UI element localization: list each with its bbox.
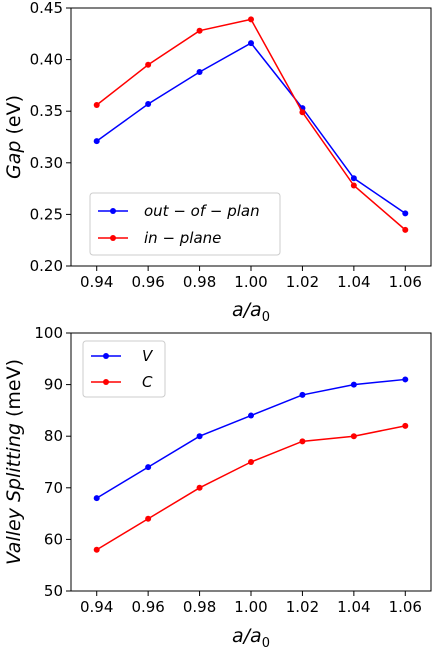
valley-series-0-point bbox=[93, 495, 100, 502]
gap-ytick-label: 0.35 bbox=[30, 102, 63, 120]
gap-ytick-label: 0.20 bbox=[30, 257, 63, 275]
gap-series-1-point bbox=[402, 226, 409, 233]
gap-xtick-label: 0.94 bbox=[80, 273, 113, 291]
valley-series-0-point bbox=[350, 381, 357, 388]
valley-legend-label-0: V bbox=[142, 347, 154, 365]
valley-legend: V C bbox=[82, 340, 166, 398]
gap-series-0-point bbox=[93, 138, 100, 145]
gap-xtick-label: 1.02 bbox=[286, 273, 319, 291]
valley-series-0-point bbox=[145, 464, 152, 471]
gap-series-0-point bbox=[350, 175, 357, 182]
valley-series-1-point bbox=[248, 459, 254, 465]
gap-series-1-point bbox=[93, 102, 100, 109]
valley-ytick-label: 70 bbox=[44, 479, 63, 497]
valley-series-1-point bbox=[196, 484, 203, 491]
gap-series-1-point bbox=[299, 109, 306, 116]
gap-chart: 0.94 0.96 0.98 1.00 1.02 1.04 1.06 0.20 0.25 0.3… bbox=[3, 0, 432, 325]
valley-xtick-label: 0.98 bbox=[183, 598, 216, 616]
valley-series-0-point bbox=[248, 412, 254, 419]
valley-series-1-point bbox=[93, 546, 100, 553]
valley-ytick-label: 50 bbox=[44, 582, 63, 600]
valley-ytick-label: 100 bbox=[34, 324, 63, 342]
gap-series-0-point bbox=[145, 100, 152, 107]
valley-xtick-label: 1.02 bbox=[286, 598, 319, 616]
valley-legend-label-1: C bbox=[142, 373, 153, 391]
valley-ylabel: Valley Splitting (meV) bbox=[3, 359, 25, 565]
gap-series-0-point bbox=[196, 68, 203, 75]
valley-series-1-point bbox=[350, 433, 357, 440]
valley-series-1-point bbox=[402, 422, 409, 429]
valley-xtick-label: 1.06 bbox=[389, 598, 422, 616]
valley-series-1-point bbox=[299, 438, 306, 445]
valley-xlabel: a/a0 bbox=[232, 625, 270, 650]
gap-legend: out − of − plan in − plane bbox=[89, 192, 281, 256]
valley-xtick-label: 1.00 bbox=[234, 598, 267, 616]
gap-ytick-label: 0.25 bbox=[30, 205, 63, 223]
gap-ytick-label: 0.30 bbox=[30, 154, 63, 172]
gap-xlabel: a/a0 bbox=[232, 299, 270, 325]
gap-legend-marker-0 bbox=[110, 208, 116, 214]
gap-xtick-label: 0.96 bbox=[131, 273, 164, 291]
gap-xtick-label: 1.06 bbox=[389, 273, 422, 291]
gap-series-1-point bbox=[248, 16, 254, 23]
valley-legend-box bbox=[82, 340, 166, 398]
gap-xtick-label: 1.00 bbox=[234, 273, 267, 291]
valley-legend-marker-0 bbox=[103, 353, 109, 359]
gap-legend-label-1: in − plane bbox=[144, 229, 221, 247]
valley-xtick-label: 0.94 bbox=[80, 598, 113, 616]
gap-series-0-point bbox=[248, 40, 254, 47]
gap-legend-label-0: out − of − plan bbox=[144, 202, 260, 220]
valley-ytick-label: 80 bbox=[44, 427, 63, 445]
valley-series-0-point bbox=[196, 433, 203, 440]
gap-series-0-point bbox=[402, 210, 409, 217]
valley-ytick-label: 90 bbox=[44, 376, 63, 394]
valley-series-0-point bbox=[402, 376, 409, 383]
gap-legend-box bbox=[89, 192, 281, 256]
valley-series-0-point bbox=[299, 391, 306, 398]
valley-series-1-point bbox=[145, 515, 152, 522]
valley-chart: 0.94 0.96 0.98 1.00 1.02 1.04 1.06 50 60 70 80 90 1… bbox=[3, 324, 432, 650]
gap-series-1-point bbox=[196, 27, 203, 34]
gap-series-1-point bbox=[350, 182, 357, 189]
gap-xtick-label: 1.04 bbox=[337, 273, 370, 291]
gap-ytick-label: 0.40 bbox=[30, 51, 63, 69]
valley-series-line-1 bbox=[96, 425, 406, 551]
gap-ytick-label: 0.45 bbox=[30, 0, 63, 17]
valley-xtick-label: 1.04 bbox=[337, 598, 370, 616]
gap-ylabel: Gap (eV) bbox=[3, 95, 25, 179]
gap-xtick-label: 0.98 bbox=[183, 273, 216, 291]
valley-xtick-label: 0.96 bbox=[131, 598, 164, 616]
gap-legend-marker-1 bbox=[110, 235, 116, 241]
valley-ytick-label: 60 bbox=[44, 530, 63, 548]
gap-series-1-point bbox=[145, 61, 152, 68]
valley-legend-marker-1 bbox=[103, 379, 109, 385]
